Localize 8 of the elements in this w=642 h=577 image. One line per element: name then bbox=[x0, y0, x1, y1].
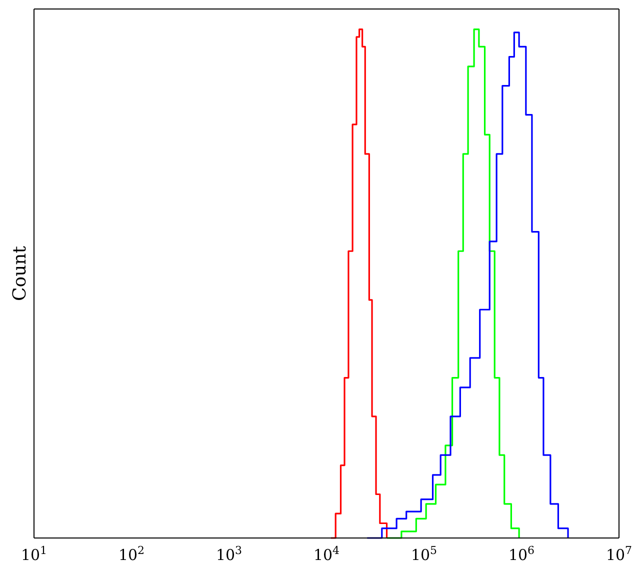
x-tick-label: 10$^{7}$ bbox=[606, 544, 632, 564]
x-tick-label: 10$^{5}$ bbox=[410, 544, 438, 564]
x-tick-label: 10$^{2}$ bbox=[118, 544, 145, 564]
x-tick-label: 10$^{3}$ bbox=[216, 544, 242, 564]
x-tick-label: 10$^{4}$ bbox=[313, 544, 340, 564]
y-axis-title: Count bbox=[9, 245, 30, 302]
x-tick-label: 10$^{1}$ bbox=[20, 544, 48, 564]
x-tick-label: 10$^{6}$ bbox=[508, 544, 535, 564]
